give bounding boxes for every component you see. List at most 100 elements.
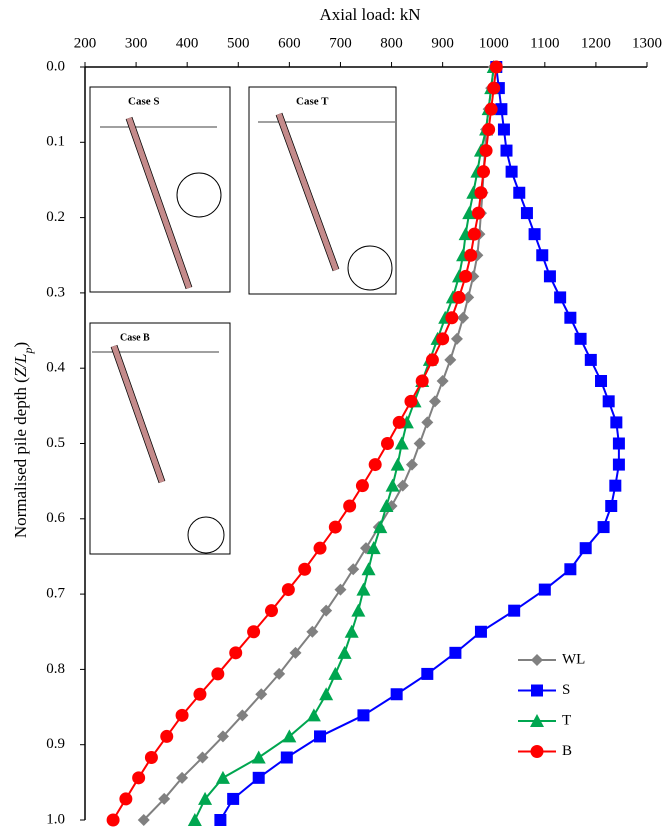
marker xyxy=(477,165,491,179)
marker xyxy=(452,290,466,304)
marker xyxy=(508,604,521,617)
marker xyxy=(379,498,394,512)
marker xyxy=(394,436,409,450)
marker xyxy=(457,311,470,324)
marker xyxy=(373,520,388,534)
marker xyxy=(471,206,485,220)
marker xyxy=(579,542,592,555)
y-tick-label: 1.0 xyxy=(46,811,65,827)
marker xyxy=(193,687,207,701)
marker xyxy=(421,416,434,429)
x-tick-label: 300 xyxy=(125,35,148,51)
tunnel xyxy=(347,245,393,291)
marker xyxy=(215,770,230,784)
legend-label: T xyxy=(562,712,571,728)
marker xyxy=(306,708,321,722)
marker xyxy=(176,771,189,784)
marker xyxy=(413,437,426,450)
x-tick-label: 900 xyxy=(431,35,454,51)
legend-marker xyxy=(531,654,543,666)
marker xyxy=(214,814,227,826)
x-tick-label: 400 xyxy=(176,35,199,51)
marker xyxy=(392,415,406,429)
marker xyxy=(609,479,622,492)
marker xyxy=(497,123,510,136)
marker xyxy=(474,625,487,638)
marker xyxy=(216,730,229,743)
marker xyxy=(344,624,359,638)
legend-label: WL xyxy=(562,651,585,667)
marker xyxy=(462,291,475,304)
y-tick-label: 0.6 xyxy=(46,510,65,526)
x-tick-label: 600 xyxy=(278,35,301,51)
legend-label: S xyxy=(562,682,570,698)
marker xyxy=(314,730,327,743)
marker xyxy=(495,103,508,116)
x-tick-label: 500 xyxy=(227,35,250,51)
marker xyxy=(564,311,577,324)
y-tick-label: 0.5 xyxy=(46,435,65,451)
y-tick-label: 0.0 xyxy=(46,58,65,74)
y-tick-label: 0.9 xyxy=(46,736,65,752)
pile xyxy=(111,345,165,483)
marker xyxy=(405,458,418,471)
marker xyxy=(334,583,347,596)
marker xyxy=(574,332,587,345)
marker xyxy=(500,144,513,157)
marker xyxy=(337,645,352,659)
marker xyxy=(390,688,403,701)
marker xyxy=(196,751,209,764)
marker xyxy=(255,688,268,701)
marker xyxy=(390,457,405,471)
x-tick-label: 1000 xyxy=(479,35,509,51)
marker xyxy=(385,478,400,492)
marker xyxy=(247,625,261,639)
x-tick-label: 1200 xyxy=(581,35,611,51)
y-tick-label: 0.2 xyxy=(46,209,65,225)
inset-case-b: Case B xyxy=(89,322,231,555)
marker xyxy=(612,437,625,450)
marker xyxy=(187,813,202,826)
marker xyxy=(538,583,551,596)
marker xyxy=(605,499,618,512)
inset-label: Case S xyxy=(128,96,159,108)
marker xyxy=(602,395,615,408)
y-tick-label: 0.7 xyxy=(46,586,65,602)
marker xyxy=(106,813,120,827)
marker xyxy=(445,311,459,325)
marker xyxy=(319,687,334,701)
marker xyxy=(211,667,225,681)
marker xyxy=(489,60,503,74)
y-axis-title-part: Z/L xyxy=(11,354,30,378)
legend-marker xyxy=(530,745,544,758)
marker xyxy=(610,416,623,429)
y-tick-label: 0.3 xyxy=(46,284,65,300)
marker xyxy=(467,227,481,241)
x-axis-title: Axial load: kN xyxy=(319,5,420,24)
marker xyxy=(343,499,357,513)
marker xyxy=(361,562,376,576)
marker xyxy=(396,479,409,492)
inset-label: Case T xyxy=(296,96,329,108)
marker xyxy=(536,249,549,262)
marker xyxy=(198,791,213,805)
marker xyxy=(328,666,343,680)
marker xyxy=(251,750,266,764)
tunnel xyxy=(187,516,225,554)
inset-case-t: Case T xyxy=(248,86,397,295)
marker xyxy=(436,332,450,346)
x-tick-label: 200 xyxy=(74,35,97,51)
marker xyxy=(520,207,533,220)
marker xyxy=(280,751,293,764)
y-axis-title-part: ) xyxy=(11,342,30,348)
marker xyxy=(355,479,369,493)
tunnel xyxy=(176,172,222,218)
marker xyxy=(281,583,295,597)
marker xyxy=(229,646,243,660)
marker xyxy=(597,521,610,534)
marker xyxy=(415,374,429,388)
marker xyxy=(505,165,518,178)
x-tick-label: 800 xyxy=(380,35,403,51)
marker xyxy=(464,248,478,262)
